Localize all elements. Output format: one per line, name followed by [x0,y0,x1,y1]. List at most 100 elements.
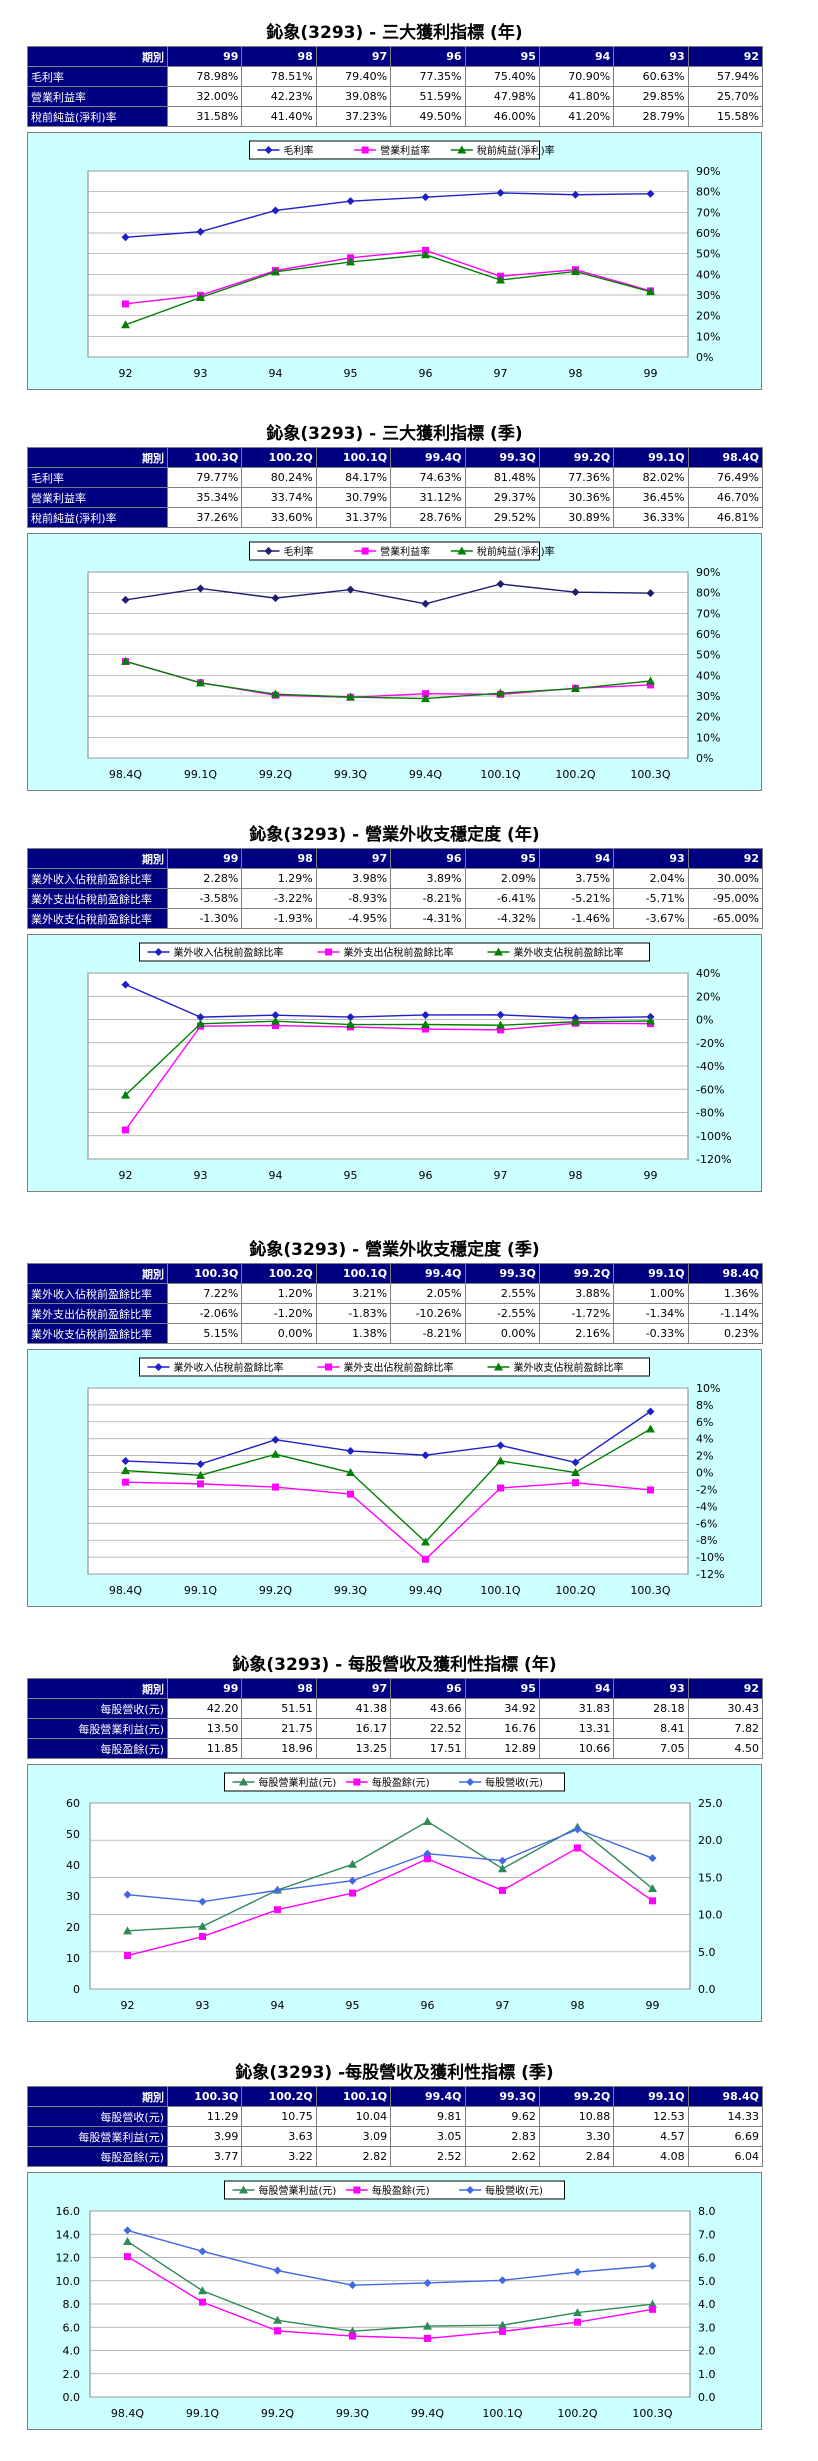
data-point [273,2315,282,2324]
table-cell: 41.38 [315,1698,392,1719]
table-cell: -3.67% [613,908,689,929]
table-cell: 22.52 [390,1718,466,1739]
period-header: 期別 [27,1263,168,1284]
table-cell: -4.31% [390,908,466,929]
data-point [496,580,505,589]
legend-label: 業外收支佔稅前盈餘比率 [514,1361,624,1374]
y-tick-label-right: 0.0 [698,1983,716,1996]
column-header: 95 [464,1678,540,1699]
period-header: 期別 [27,2086,168,2107]
column-header: 100.3Q [166,1263,243,1284]
table-row: 每股營業利益(元) 13.50 21.75 16.17 22.52 16.76 13.31 8… [27,1718,764,1739]
x-tick-label: 100.2Q [555,768,595,781]
data-point [346,257,355,266]
data-point [498,2320,507,2329]
table-cell: -8.21% [390,1323,466,1344]
table-cell: 29.37% [464,487,540,508]
x-tick-label: 96 [419,1169,433,1182]
data-point [271,1435,280,1444]
x-tick-label: 93 [196,1999,210,2012]
data-point [421,1451,430,1460]
legend-label: 稅前純益(淨利)率 [477,144,555,157]
table-cell: 25.70% [687,86,764,107]
column-header: 100.1Q [315,1263,392,1284]
table-cell: -1.93% [241,908,317,929]
table-cell: 29.52% [464,507,540,528]
data-point [571,1458,580,1467]
table-cell: 0.00% [464,1323,540,1344]
table-cell: 3.63 [241,2126,317,2147]
legend: 業外收入佔稅前盈餘比率 業外支出佔稅前盈餘比率 業外收支佔稅前盈餘比率 [139,1357,650,1377]
y-tick-label-right: 8% [696,1399,713,1412]
table-cell: 2.55% [464,1283,540,1304]
column-header: 98.4Q [687,1263,764,1284]
table-cell: -65.00% [687,908,764,929]
row-label: 稅前純益(淨利)率 [27,106,168,127]
data-point [124,2253,131,2261]
table-cell: -8.93% [315,888,392,909]
data-point [271,206,280,215]
legend-label: 稅前純益(淨利)率 [477,545,555,558]
data-point [199,1933,206,1941]
y-tick-label-right: 7.0 [698,2228,716,2241]
table-cell: 30.89% [538,507,615,528]
plot-area [87,1387,689,1575]
data-point [421,599,430,608]
data-point [121,1457,130,1466]
data-point [496,688,505,697]
table-cell: 3.98% [315,868,392,889]
table-cell: 42.23% [241,86,317,107]
legend: 業外收入佔稅前盈餘比率 業外支出佔稅前盈餘比率 業外收支佔稅前盈餘比率 [139,942,650,962]
data-point [198,1921,207,1930]
table-cell: 6.69 [687,2126,764,2147]
data-point [499,2327,506,2335]
y-tick-label-right: -6% [696,1517,717,1530]
column-header: 93 [613,848,689,869]
y-tick-label-right: 50% [696,248,720,261]
data-point [496,1020,505,1029]
table-cell: 31.12% [390,487,466,508]
y-tick-label-left: 12.0 [56,2252,81,2265]
period-header: 期別 [27,848,168,869]
legend-label: 每股盈餘(元) [372,2184,430,2197]
data-point [574,1844,581,1852]
legend-label: 業外收入佔稅前盈餘比率 [174,946,284,959]
table-header-row: 期別 99 98 97 96 95 94 93 92 [27,46,764,67]
x-tick-label: 99.2Q [261,2407,294,2420]
y-tick-label-right: 20.0 [698,1834,723,1847]
table-row: 毛利率 79.77% 80.24% 84.17% 74.63% 81.48% 77.36% 8… [27,467,764,488]
column-header: 96 [390,46,466,67]
y-tick-label-right: 70% [696,607,720,620]
data-point [646,676,655,685]
data-point [346,692,355,701]
data-point [123,1926,132,1935]
data-point [496,188,505,197]
data-point [347,1490,354,1498]
row-label: 每股盈餘(元) [27,1738,168,1759]
column-header: 94 [538,848,615,869]
y-tick-label-right: -12% [696,1568,724,1581]
table-cell: 46.81% [687,507,764,528]
data-point [646,1407,655,1416]
x-tick-label: 99.1Q [184,768,217,781]
row-label: 業外收支佔稅前盈餘比率 [27,1323,168,1344]
section-1: 鈊象(3293) - 三大獲利指標 (年) 期別 99 98 97 96 95 94 93 92 毛… [27,20,764,392]
table-cell: 60.63% [613,66,689,87]
table-cell: -3.58% [166,888,243,909]
y-tick-label-right: 1.0 [698,2368,716,2381]
table-header-row: 期別 100.3Q 100.2Q 100.1Q 99.4Q 99.3Q 99.2Q 99.1Q… [27,2086,764,2107]
table-cell: 10.75 [241,2106,317,2127]
table-cell: 70.90% [538,66,615,87]
table-cell: 46.70% [687,487,764,508]
legend: 每股營業利益(元) 每股盈餘(元) 每股營收(元) [224,2180,565,2200]
x-tick-label: 99.2Q [259,768,292,781]
table-cell: 13.50 [166,1718,243,1739]
y-tick-label-right: 50% [696,649,720,662]
table-cell: 0.00% [241,1323,317,1344]
legend: 毛利率 營業利益率 稅前純益(淨利)率 [249,541,555,561]
y-tick-label-left: 14.0 [56,2228,81,2241]
section-title: 鈊象(3293) - 每股營收及獲利性指標 (年) [232,1655,557,1675]
y-tick-label-right: 20% [696,711,720,724]
data-point [496,1010,505,1019]
table-cell: 2.28% [166,868,243,889]
